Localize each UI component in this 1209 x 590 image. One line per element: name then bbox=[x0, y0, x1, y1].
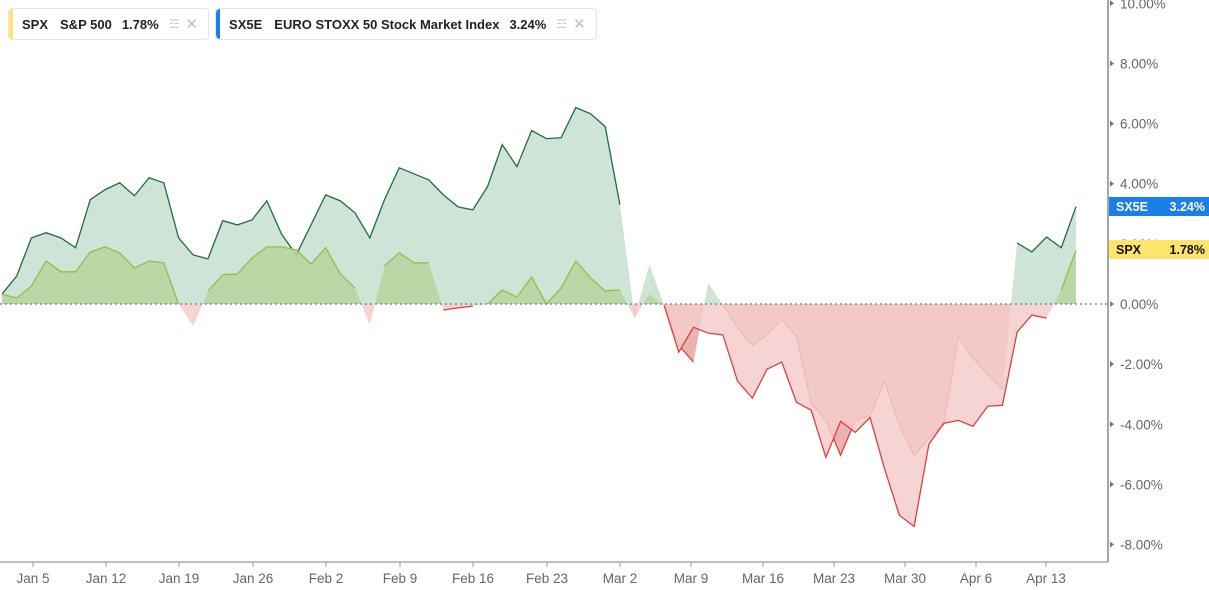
spx-area-positive bbox=[1053, 250, 1076, 304]
legend-name: S&P 500 bbox=[60, 16, 112, 32]
x-tick-label: Apr 13 bbox=[1026, 571, 1066, 586]
y-tick-label: 6.00% bbox=[1120, 117, 1158, 132]
legend-change: 3.24% bbox=[509, 16, 547, 32]
x-tick-label: Mar 23 bbox=[813, 571, 855, 586]
series-color-swatch bbox=[9, 9, 13, 39]
x-tick-label: Mar 30 bbox=[884, 571, 926, 586]
legend-chip-spx[interactable]: SPX S&P 500 1.78% ☲ ✕ bbox=[8, 8, 210, 40]
sx5e-area-positive bbox=[704, 282, 723, 304]
y-tick-marker bbox=[1110, 541, 1114, 548]
x-tick-label: Feb 16 bbox=[452, 571, 494, 586]
y-tick-label: 8.00% bbox=[1120, 56, 1158, 71]
spx-area-negative bbox=[361, 304, 376, 326]
spx-area-negative bbox=[627, 304, 644, 319]
spx-area-negative bbox=[662, 304, 1054, 527]
y-tick-label: -6.00% bbox=[1120, 477, 1163, 492]
x-tick-label: Mar 16 bbox=[742, 571, 784, 586]
sx5e-line bbox=[1016, 206, 1077, 253]
sx5e-area-positive bbox=[2, 107, 633, 304]
spx-line bbox=[207, 246, 356, 292]
close-icon[interactable]: ✕ bbox=[573, 16, 586, 33]
legend-change: 1.78% bbox=[121, 16, 159, 32]
price-tag-spx: SPX 1.78% bbox=[1109, 240, 1209, 259]
layers-add-icon[interactable]: ☲ bbox=[556, 17, 568, 31]
sx5e-area-positive bbox=[638, 264, 664, 304]
x-tick-label: Mar 2 bbox=[603, 571, 638, 586]
spx-line bbox=[443, 305, 473, 311]
spx-line bbox=[384, 252, 429, 267]
legend-chip-sx5e[interactable]: SX5E EURO STOXX 50 Stock Market Index 3.… bbox=[215, 8, 597, 40]
spx-line bbox=[663, 304, 1047, 528]
y-tick-label: 10.00% bbox=[1120, 0, 1166, 11]
x-tick-label: Mar 9 bbox=[674, 571, 709, 586]
spx-area-positive bbox=[202, 246, 362, 304]
y-tick-marker bbox=[1110, 180, 1114, 187]
y-tick-marker bbox=[1110, 301, 1114, 307]
y-tick-label: 4.00% bbox=[1120, 177, 1158, 192]
x-tick-label: Jan 12 bbox=[86, 571, 127, 586]
y-tick-marker bbox=[1110, 361, 1114, 368]
series-color-swatch bbox=[216, 9, 221, 39]
price-tag-symbol: SX5E bbox=[1116, 199, 1148, 214]
price-tag-symbol: SPX bbox=[1116, 242, 1142, 257]
x-tick-label: Feb 2 bbox=[309, 571, 344, 586]
y-tick-label: -2.00% bbox=[1120, 357, 1163, 372]
y-tick-marker bbox=[1110, 120, 1114, 127]
x-tick-label: Jan 19 bbox=[159, 571, 200, 586]
y-tick-label: -8.00% bbox=[1120, 538, 1163, 553]
x-tick-label: Apr 6 bbox=[960, 571, 992, 586]
legend-name: EURO STOXX 50 Stock Market Index bbox=[274, 16, 500, 32]
sx5e-line bbox=[1, 106, 621, 295]
layers-add-icon[interactable]: ☲ bbox=[168, 17, 180, 31]
sx5e-area-positive bbox=[1011, 206, 1076, 304]
spx-area-positive bbox=[487, 260, 628, 304]
x-tick-label: Feb 9 bbox=[383, 571, 418, 586]
series-areas bbox=[1, 106, 1077, 528]
spx-line bbox=[487, 259, 620, 306]
legend-symbol: SX5E bbox=[229, 16, 263, 32]
legend-symbol: SPX bbox=[22, 16, 49, 32]
legend: SPX S&P 500 1.78% ☲ ✕ SX5E EURO STOXX 50… bbox=[8, 8, 597, 40]
price-tag-value: 1.78% bbox=[1169, 242, 1205, 257]
y-tick-marker bbox=[1110, 421, 1114, 428]
x-tick-label: Jan 5 bbox=[16, 571, 49, 586]
x-tick-label: Feb 23 bbox=[526, 571, 568, 586]
x-tick-label: Jan 26 bbox=[233, 571, 274, 586]
y-tick-marker bbox=[1110, 60, 1114, 67]
spx-line bbox=[1060, 250, 1077, 291]
price-tag-sx5e: SX5E 3.24% bbox=[1109, 197, 1209, 216]
spx-area-positive bbox=[643, 294, 663, 304]
close-icon[interactable]: ✕ bbox=[185, 16, 199, 33]
spx-area-positive bbox=[375, 252, 442, 304]
y-tick-label: -4.00% bbox=[1120, 417, 1163, 432]
spx-line bbox=[1, 246, 180, 305]
spx-area-negative bbox=[178, 304, 203, 326]
price-tag-value: 3.24% bbox=[1169, 199, 1205, 214]
y-tick-marker bbox=[1110, 0, 1114, 7]
y-tick-marker bbox=[1110, 481, 1114, 488]
y-tick-label: 0.00% bbox=[1120, 297, 1158, 312]
